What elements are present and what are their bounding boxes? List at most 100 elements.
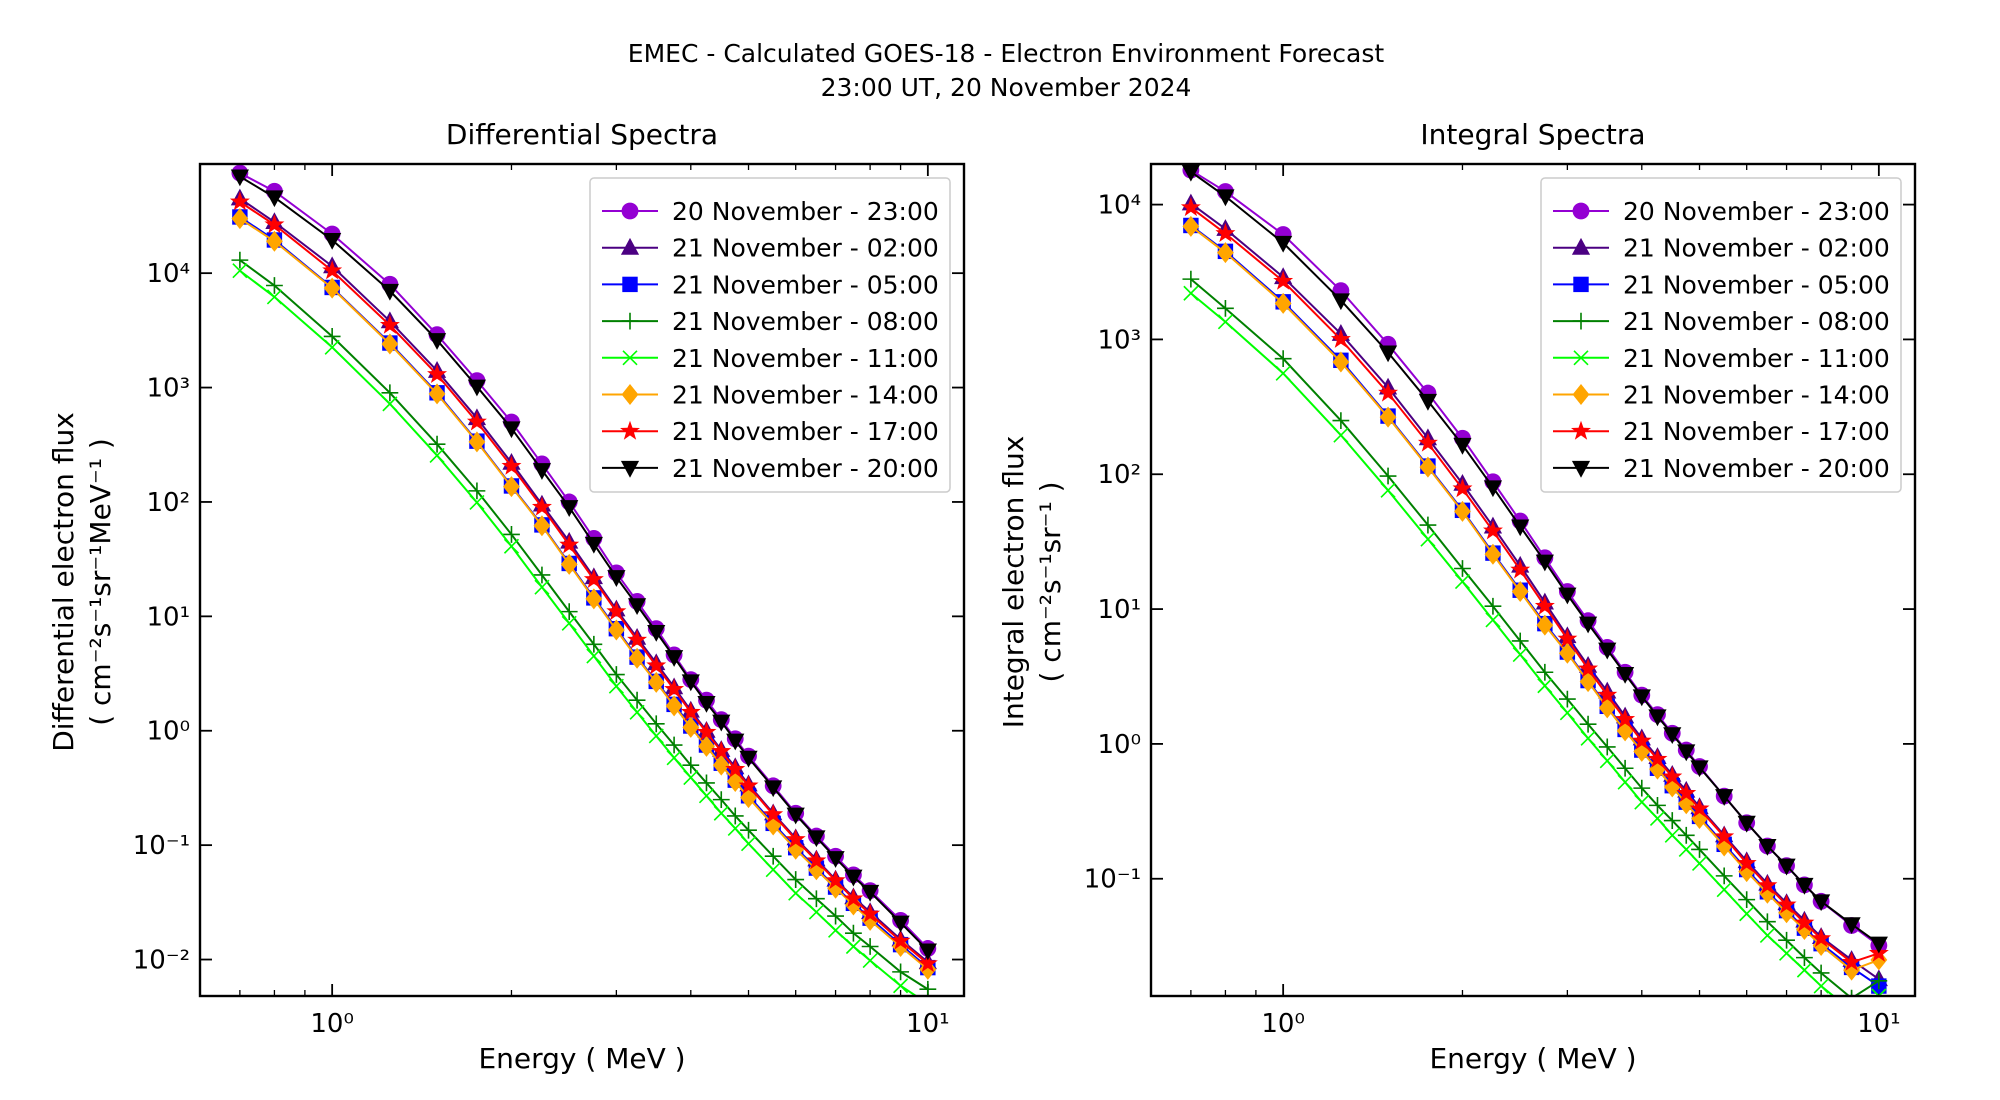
differential-data-point [726, 807, 744, 825]
integral-data-point [1633, 740, 1651, 762]
integral-data-point [1182, 215, 1200, 237]
integral-data-point [1795, 877, 1814, 895]
differential-data-point [648, 728, 664, 744]
differential-y-tick-label: 10² [146, 488, 190, 518]
differential-data-point [861, 938, 879, 955]
differential-legend-item: 21 November - 08:00 [602, 307, 939, 336]
integral-data-point [1598, 738, 1616, 756]
differential-legend-label: 21 November - 17:00 [672, 417, 939, 446]
integral-data-point [1690, 760, 1709, 778]
differential-legend-item: 21 November - 05:00 [602, 270, 939, 299]
differential-data-point [763, 804, 784, 824]
integral-data-point [1484, 597, 1502, 615]
differential-data-point [712, 714, 731, 732]
integral-legend-item: 21 November - 14:00 [1553, 381, 1890, 410]
integral-data-point [1378, 345, 1398, 363]
integral-data-point [1759, 927, 1775, 943]
differential-data-point [647, 624, 666, 642]
differential-legend-label: 21 November - 14:00 [672, 381, 939, 410]
integral-legend-item: 21 November - 05:00 [1553, 270, 1890, 299]
differential-data-point [893, 978, 909, 994]
integral-legend-label: 21 November - 17:00 [1623, 417, 1890, 446]
differential-data-point [608, 678, 624, 694]
differential-x-axis-label: Energy ( MeV ) [478, 1042, 685, 1075]
differential-data-point [739, 750, 758, 768]
differential-data-point [323, 232, 342, 250]
differential-data-point [628, 691, 646, 709]
integral-data-point [1615, 708, 1636, 728]
differential-y-tick-label: 10⁻¹ [133, 831, 190, 861]
integral-data-point [1870, 972, 1888, 990]
integral-data-point [1274, 235, 1293, 253]
differential-data-point [427, 333, 447, 350]
figure-title-line1: EMEC - Calculated GOES-18 - Electron Env… [628, 39, 1385, 68]
integral-data-point [1331, 293, 1350, 311]
integral-data-point [1511, 581, 1529, 603]
differential-data-point [785, 829, 806, 848]
differential-data-point [712, 754, 730, 776]
integral-data-point [1330, 328, 1351, 348]
integral-data-point [1758, 838, 1777, 856]
integral-data-point [1850, 989, 1853, 996]
integral-data-point [1871, 988, 1887, 996]
differential-legend-label: 21 November - 02:00 [672, 234, 939, 263]
integral-series-7 [1181, 164, 1888, 954]
differential-legend-item: 21 November - 20:00 [602, 454, 939, 483]
differential-data-point [765, 862, 781, 878]
differential-data-point [665, 695, 683, 717]
differential-data-point [891, 915, 910, 933]
integral-y-tick-label: 10² [1097, 460, 1141, 490]
integral-data-point [1580, 730, 1596, 746]
differential-data-point [533, 515, 551, 537]
integral-data-point [1454, 560, 1471, 577]
integral-data-point [1599, 753, 1615, 769]
differential-data-point [230, 169, 249, 187]
integral-legend-item: 21 November - 11:00 [1553, 344, 1890, 373]
integral-data-point [1454, 500, 1471, 522]
differential-data-point [559, 534, 580, 554]
differential-data-point [680, 701, 701, 721]
integral-legend-marker [1572, 202, 1590, 220]
differential-data-point [826, 851, 845, 868]
integral-legend-label: 21 November - 20:00 [1623, 454, 1890, 483]
integral-data-point [1557, 628, 1578, 648]
differential-data-point [502, 421, 521, 439]
differential-data-point [266, 289, 282, 305]
differential-legend-marker [621, 202, 639, 220]
integral-data-point [1578, 616, 1598, 634]
integral-data-point [1663, 727, 1682, 745]
integral-data-point [1796, 919, 1813, 941]
integral-y-tick-label: 10¹ [1097, 595, 1141, 625]
integral-legend-label: 21 November - 02:00 [1623, 234, 1890, 263]
integral-y-axis-label-line2: ( cm⁻²s⁻¹sr⁻¹ ) [1034, 481, 1067, 682]
differential-legend-marker [622, 350, 638, 366]
differential-spectra-panel: Differential Spectra Energy ( MeV ) Diff… [47, 118, 966, 1075]
differential-data-point [229, 191, 250, 211]
integral-data-point [1689, 798, 1710, 818]
integral-legend-item: 21 November - 08:00 [1553, 307, 1890, 336]
integral-data-point [1510, 559, 1531, 579]
differential-data-point [725, 758, 746, 778]
integral-data-point [1452, 478, 1473, 498]
differential-data-point [697, 695, 716, 713]
integral-data-point [1578, 658, 1599, 678]
integral-data-point [1739, 906, 1755, 922]
differential-y-tick-label: 10¹ [146, 602, 190, 632]
integral-data-point [1691, 855, 1708, 871]
integral-data-point [1663, 812, 1681, 829]
differential-data-point [682, 756, 700, 774]
differential-data-point [231, 208, 249, 230]
integral-data-point [1333, 427, 1349, 443]
differential-data-point [698, 788, 715, 804]
integral-data-point [1453, 437, 1472, 455]
differential-data-point [698, 774, 715, 792]
integral-data-point [1380, 482, 1396, 498]
integral-legend-frame [1540, 177, 1902, 493]
integral-legend-label: 21 November - 14:00 [1623, 381, 1890, 410]
differential-data-point [583, 568, 604, 588]
integral-data-point [1796, 962, 1812, 978]
integral-data-point [1813, 978, 1829, 994]
integral-data-point [1664, 827, 1680, 843]
integral-data-point [1484, 543, 1502, 565]
